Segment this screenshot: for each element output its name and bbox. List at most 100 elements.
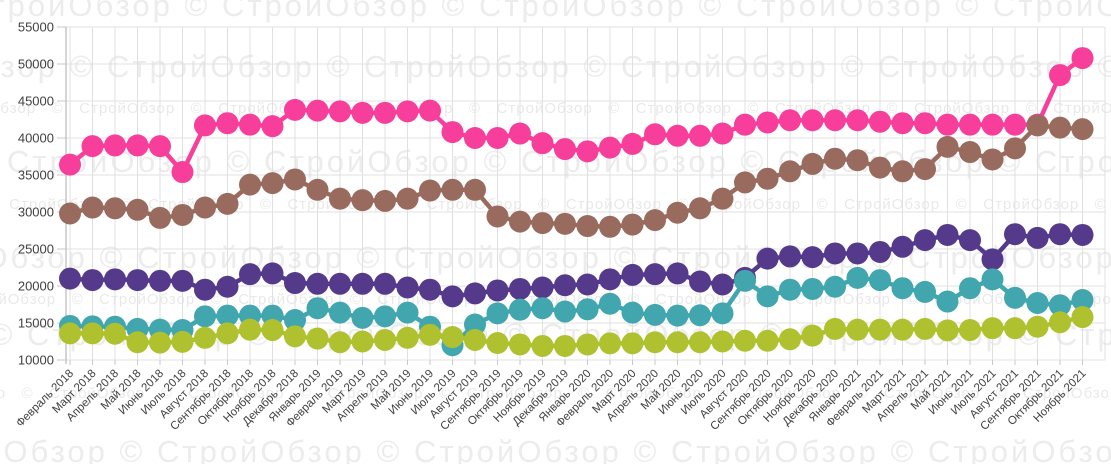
data-point-green[interactable] [104, 322, 126, 345]
data-point-pink[interactable] [666, 124, 689, 147]
data-point-purple[interactable] [261, 262, 284, 285]
data-point-brown[interactable] [1071, 118, 1094, 141]
data-point-pink[interactable] [801, 109, 824, 132]
data-point-teal[interactable] [351, 306, 374, 329]
data-point-purple[interactable] [284, 272, 306, 295]
data-point-purple[interactable] [756, 247, 779, 270]
data-point-purple[interactable] [306, 272, 329, 295]
data-point-purple[interactable] [621, 263, 644, 286]
data-point-teal[interactable] [846, 266, 869, 289]
data-point-purple[interactable] [351, 272, 374, 295]
data-point-brown[interactable] [621, 213, 644, 236]
data-point-purple[interactable] [891, 235, 914, 258]
data-point-teal[interactable] [1004, 286, 1026, 309]
data-point-pink[interactable] [599, 136, 621, 159]
data-point-pink[interactable] [756, 111, 779, 134]
data-point-pink[interactable] [81, 135, 104, 158]
data-point-purple[interactable] [104, 268, 126, 291]
data-point-green[interactable] [981, 317, 1004, 340]
data-point-teal[interactable] [734, 269, 756, 292]
data-point-purple[interactable] [216, 275, 239, 298]
data-point-brown[interactable] [171, 203, 194, 226]
data-point-teal[interactable] [756, 285, 779, 308]
data-point-green[interactable] [644, 331, 666, 354]
data-point-teal[interactable] [554, 300, 576, 323]
data-point-brown[interactable] [576, 215, 599, 238]
data-point-pink[interactable] [329, 100, 351, 123]
data-point-green[interactable] [171, 330, 194, 353]
data-point-brown[interactable] [801, 152, 824, 175]
data-point-purple[interactable] [531, 276, 554, 299]
data-point-brown[interactable] [981, 148, 1004, 171]
data-point-green[interactable] [554, 334, 576, 357]
data-point-purple[interactable] [801, 246, 824, 269]
data-point-teal[interactable] [689, 304, 711, 327]
data-point-brown[interactable] [846, 149, 869, 172]
data-point-brown[interactable] [464, 178, 486, 201]
data-point-teal[interactable] [306, 297, 329, 320]
data-point-purple[interactable] [419, 278, 441, 301]
data-point-teal[interactable] [216, 304, 239, 327]
data-point-green[interactable] [936, 319, 959, 342]
data-point-brown[interactable] [711, 187, 734, 210]
data-point-green[interactable] [441, 326, 464, 349]
data-point-pink[interactable] [441, 121, 464, 144]
data-point-purple[interactable] [509, 277, 531, 300]
data-point-purple[interactable] [464, 282, 486, 305]
data-point-brown[interactable] [306, 178, 329, 201]
data-point-teal[interactable] [959, 277, 981, 300]
data-point-teal[interactable] [666, 304, 689, 327]
data-point-pink[interactable] [351, 101, 374, 124]
data-point-teal[interactable] [824, 275, 846, 298]
data-point-green[interactable] [81, 322, 104, 345]
data-point-green[interactable] [284, 325, 306, 348]
data-point-purple[interactable] [824, 242, 846, 265]
data-point-brown[interactable] [824, 147, 846, 170]
data-point-green[interactable] [374, 329, 396, 352]
data-point-green[interactable] [419, 323, 441, 346]
data-point-teal[interactable] [599, 292, 621, 315]
data-point-brown[interactable] [374, 189, 396, 212]
data-point-pink[interactable] [1071, 47, 1094, 70]
data-point-pink[interactable] [734, 113, 756, 136]
data-point-teal[interactable] [464, 313, 486, 336]
data-point-purple[interactable] [329, 272, 351, 295]
data-point-green[interactable] [711, 330, 734, 353]
data-point-teal[interactable] [981, 268, 1004, 291]
data-point-brown[interactable] [509, 210, 531, 233]
data-point-green[interactable] [801, 324, 824, 347]
data-point-brown[interactable] [329, 187, 351, 210]
data-point-purple[interactable] [576, 273, 599, 296]
data-point-green[interactable] [351, 330, 374, 353]
data-point-pink[interactable] [284, 98, 306, 121]
data-point-green[interactable] [869, 318, 891, 341]
data-point-teal[interactable] [396, 301, 419, 324]
data-point-brown[interactable] [779, 160, 801, 183]
data-point-green[interactable] [149, 331, 171, 354]
data-point-green[interactable] [689, 331, 711, 354]
data-point-teal[interactable] [1026, 292, 1049, 315]
data-point-green[interactable] [1004, 317, 1026, 340]
data-point-purple[interactable] [599, 268, 621, 291]
data-point-green[interactable] [779, 328, 801, 351]
data-point-pink[interactable] [374, 101, 396, 124]
data-point-purple[interactable] [666, 262, 689, 285]
data-point-pink[interactable] [239, 113, 261, 136]
data-point-green[interactable] [464, 329, 486, 352]
data-point-purple[interactable] [1049, 223, 1071, 246]
data-point-brown[interactable] [734, 171, 756, 194]
data-point-brown[interactable] [351, 189, 374, 212]
data-point-purple[interactable] [59, 267, 81, 290]
data-point-pink[interactable] [711, 122, 734, 145]
data-point-brown[interactable] [284, 168, 306, 191]
data-point-purple[interactable] [554, 274, 576, 297]
data-point-brown[interactable] [531, 212, 554, 235]
data-point-teal[interactable] [329, 301, 351, 324]
data-point-brown[interactable] [81, 196, 104, 219]
data-point-pink[interactable] [554, 138, 576, 161]
data-point-green[interactable] [509, 333, 531, 356]
data-point-brown[interactable] [869, 156, 891, 179]
data-point-green[interactable] [126, 331, 149, 354]
data-point-green[interactable] [846, 318, 869, 341]
data-point-brown[interactable] [194, 196, 216, 219]
